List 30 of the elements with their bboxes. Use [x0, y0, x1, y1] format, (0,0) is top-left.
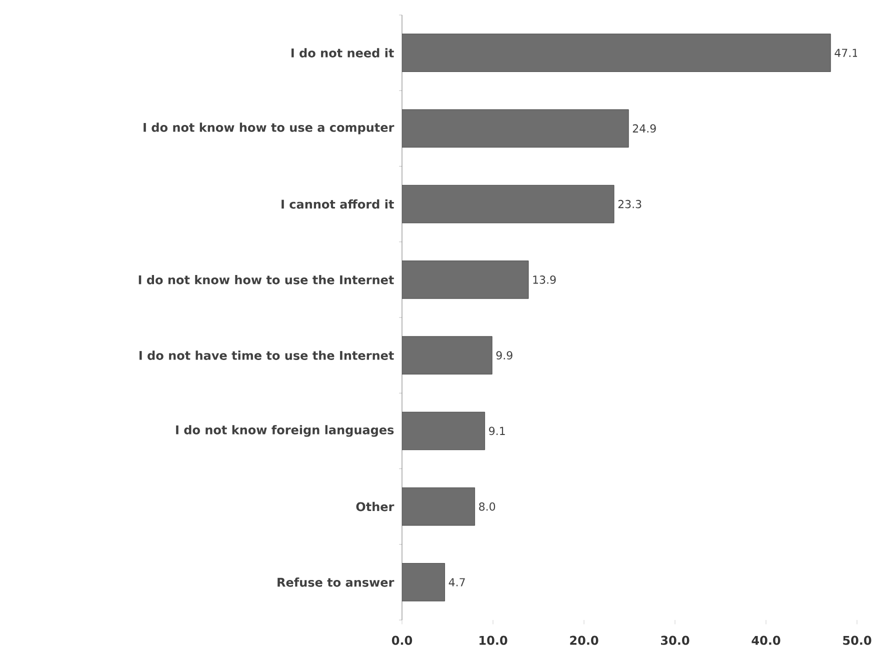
x-tick-label: 50.0: [843, 636, 872, 645]
data-label: 47.1: [834, 48, 858, 57]
x-tick-label: 20.0: [570, 636, 598, 645]
data-label: 13.9: [533, 276, 556, 284]
x-tick-label: 10.0: [480, 636, 508, 645]
data-label: 8.0: [479, 502, 496, 511]
data-label: 4.7: [448, 578, 465, 586]
data-label: 9.1: [489, 426, 505, 436]
data-label: 9.9: [496, 351, 512, 360]
bar: [402, 336, 492, 374]
data-label: 23.3: [618, 200, 642, 208]
bar: [402, 487, 475, 526]
y-tick-label: I cannot afford it: [282, 199, 394, 209]
y-tick-label: I do not know foreign languages: [176, 425, 394, 437]
y-tick-label: I do not know how to use a computer: [144, 122, 394, 134]
bar: [402, 260, 529, 299]
y-tick-label: Other: [356, 502, 394, 512]
y-tick-label: I do not need it: [292, 48, 394, 58]
bar: [402, 109, 629, 148]
y-tick-label: I do not have time to use the Internet: [140, 350, 394, 360]
bar: [402, 412, 486, 450]
x-tick-label: 40.0: [752, 636, 780, 645]
bar: [402, 563, 445, 602]
bar: [402, 34, 831, 72]
y-tick-label: Refuse to answer: [278, 578, 394, 587]
x-tick-label: 30.0: [661, 636, 690, 645]
data-label: 24.9: [632, 124, 656, 133]
bar: [402, 184, 614, 224]
x-tick-label: 0.0: [392, 636, 412, 645]
y-tick-label: I do not know how to use the Internet: [138, 275, 394, 284]
